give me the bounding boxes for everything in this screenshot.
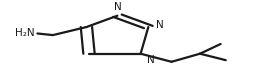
Text: N: N — [147, 55, 155, 65]
Text: N: N — [156, 20, 164, 30]
Text: H₂N: H₂N — [15, 29, 35, 38]
Text: N: N — [114, 2, 121, 12]
